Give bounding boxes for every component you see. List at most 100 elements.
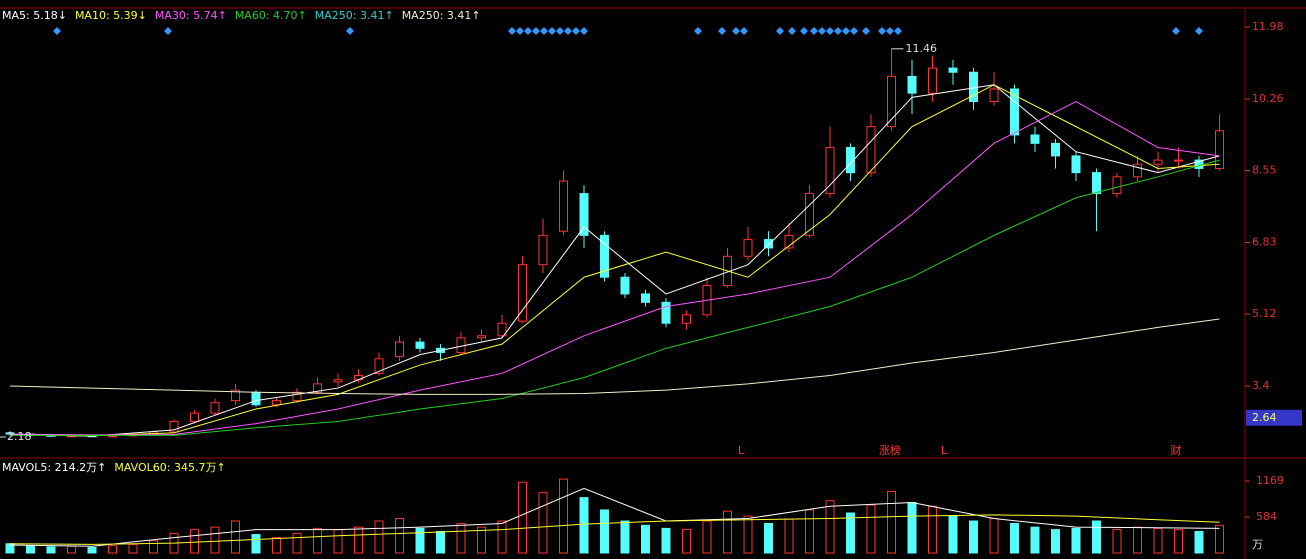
- min-label: 2.18: [7, 430, 32, 443]
- candle-body: [600, 234, 609, 278]
- current-price-box: [1246, 409, 1302, 426]
- volume-bar: [846, 512, 855, 554]
- volume-bar: [1092, 520, 1101, 554]
- candle-body: [559, 180, 568, 232]
- signal-icon: [508, 27, 516, 35]
- candle-body: [948, 67, 958, 73]
- volume-bar: [764, 522, 773, 554]
- legend-item: MA30: 5.74↑: [155, 9, 227, 22]
- volume-bar: [477, 526, 486, 554]
- candle-body: [1153, 159, 1163, 165]
- candle-body: [313, 383, 322, 393]
- volume-bar: [907, 502, 917, 554]
- volume-bar: [1030, 526, 1040, 554]
- volume-bar: [374, 520, 384, 554]
- candle-body: [1215, 130, 1224, 169]
- ma-line: [9, 487, 1220, 547]
- y-tick-label: 8.55: [1252, 164, 1277, 177]
- candle-body: [1092, 172, 1101, 195]
- candle-body: [1071, 155, 1081, 174]
- candle-body: [1051, 142, 1060, 157]
- candle-body: [825, 147, 835, 195]
- candle-body: [743, 239, 753, 257]
- signal-icon: [788, 27, 796, 35]
- volume-bar: [641, 524, 650, 554]
- candle-body: [538, 234, 548, 266]
- ma-line: [9, 84, 1220, 437]
- y-tick-label: 10.26: [1252, 92, 1284, 105]
- candle-body: [1112, 176, 1122, 195]
- candle-body: [169, 421, 179, 433]
- volume-bar: [67, 545, 76, 554]
- y-unit: 万: [1252, 538, 1263, 551]
- y-tick-label: 5.12: [1252, 307, 1277, 320]
- volume-bar: [436, 530, 445, 554]
- ma-line: [9, 100, 1220, 436]
- candle-body: [682, 314, 691, 324]
- signal-icon: [580, 27, 588, 35]
- candle-body: [333, 379, 343, 383]
- event-label: L: [738, 444, 745, 457]
- volume-bar: [682, 529, 691, 554]
- candle-body: [251, 391, 261, 406]
- volume-bar: [1051, 529, 1060, 554]
- signal-icon: [810, 27, 818, 35]
- signal-icon: [818, 27, 826, 35]
- candle-body: [1030, 134, 1040, 144]
- volume-bar: [743, 515, 753, 554]
- signal-icon: [564, 27, 572, 35]
- volume-bar: [333, 529, 343, 554]
- ma-line: [10, 159, 1220, 436]
- volume-bar: [866, 504, 876, 554]
- candle-body: [928, 67, 937, 94]
- volume-bar: [579, 497, 589, 554]
- signal-icon: [1195, 27, 1203, 35]
- candle-body: [108, 435, 117, 438]
- candle-body: [292, 391, 302, 402]
- volume-bar: [497, 520, 507, 554]
- volume-bar: [538, 492, 548, 554]
- signal-icon: [548, 27, 556, 35]
- volume-bar: [415, 527, 425, 554]
- volume-bar: [805, 509, 814, 554]
- signal-icon: [834, 27, 842, 35]
- volume-bar: [1153, 527, 1163, 554]
- volume-bar: [26, 545, 35, 554]
- signal-icon: [572, 27, 580, 35]
- candle-body: [805, 193, 814, 236]
- y-tick-label: 11.98: [1252, 20, 1284, 33]
- candle-body: [661, 301, 671, 324]
- candle-body: [1133, 163, 1142, 178]
- legend-item: MA5: 5.18↓: [2, 9, 67, 22]
- candle-body: [641, 293, 650, 303]
- candle-body: [231, 389, 240, 402]
- candle-body: [887, 75, 896, 128]
- volume-bar: [87, 546, 97, 554]
- volume-bar: [702, 520, 712, 554]
- candle-body: [989, 88, 999, 103]
- volume-bar: [190, 529, 199, 554]
- signal-icon: [53, 27, 61, 35]
- legend-item: MA250: 3.41↑: [315, 9, 394, 22]
- event-label: 涨榜: [879, 443, 901, 457]
- candle-body: [846, 147, 855, 174]
- y-tick-label: 3.4: [1252, 379, 1270, 392]
- candle-body: [579, 193, 589, 236]
- volume-bar: [559, 478, 568, 554]
- legend-item: MA60: 4.70↑: [235, 9, 307, 22]
- candle-body: [907, 75, 917, 94]
- event-label: L: [941, 444, 948, 457]
- signal-icon: [556, 27, 564, 35]
- volume-bar: [231, 520, 240, 554]
- signal-icon: [540, 27, 548, 35]
- ma-line: [9, 84, 1220, 437]
- volume-bar: [928, 505, 937, 554]
- signal-icon: [718, 27, 726, 35]
- signal-icon: [346, 27, 354, 35]
- candle-body: [374, 358, 384, 374]
- event-label: 财: [1171, 443, 1182, 457]
- signal-icon: [532, 27, 540, 35]
- signal-icon: [732, 27, 740, 35]
